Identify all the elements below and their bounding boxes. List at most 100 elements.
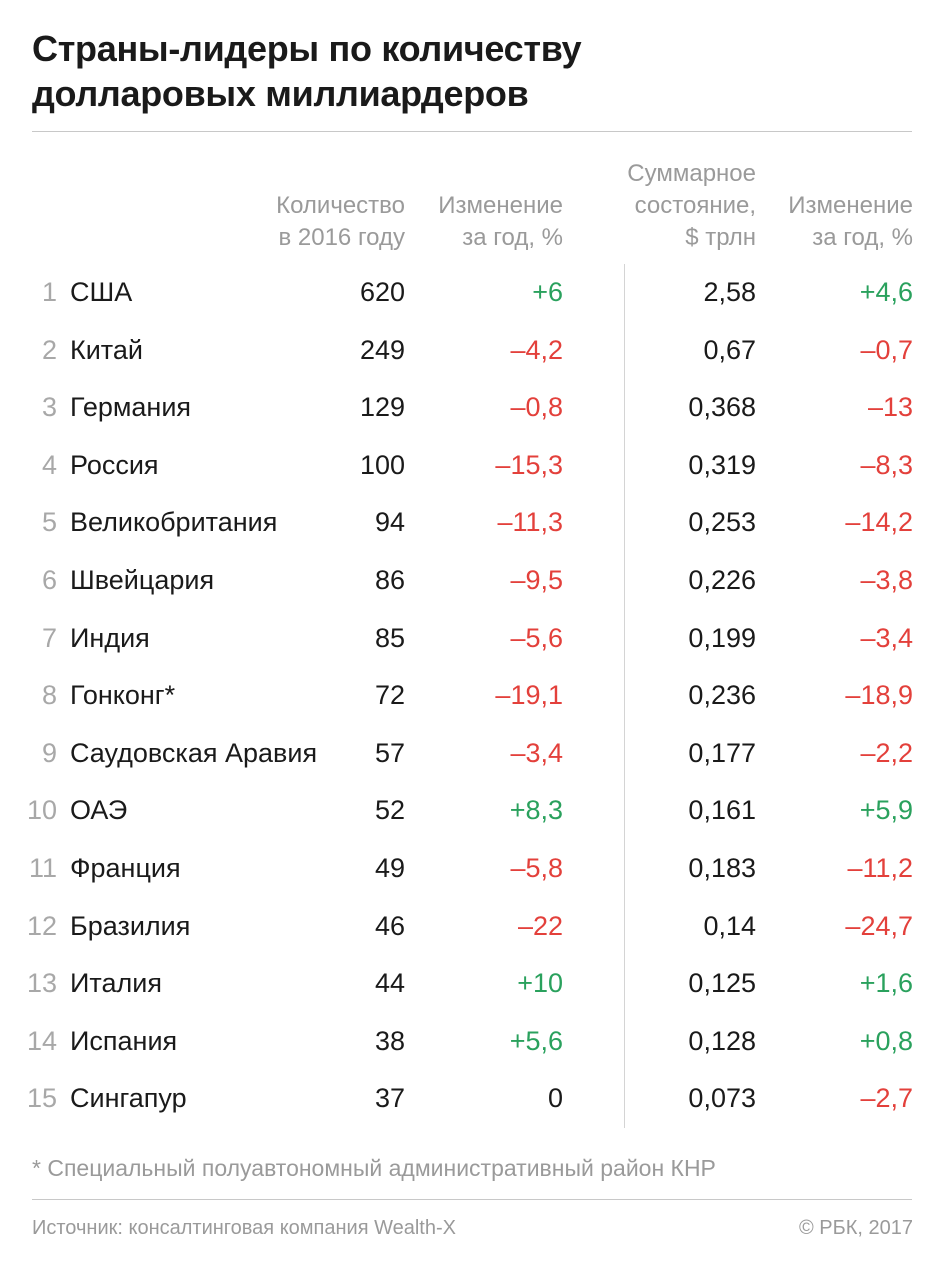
count-change-cell: 0 bbox=[547, 1083, 563, 1114]
table-row: 6 Швейцария 86 –9,5 0,226 –3,8 bbox=[0, 563, 945, 621]
wealth-change-cell: –2,7 bbox=[860, 1083, 913, 1114]
table-row: 7 Индия 85 –5,6 0,199 –3,4 bbox=[0, 621, 945, 679]
count-change-cell: –9,5 bbox=[510, 565, 563, 595]
count-change-cell: +10 bbox=[517, 968, 563, 999]
table-row: 3 Германия 129 –0,8 0,368 –13 bbox=[0, 390, 945, 448]
count-change-cell: –4,2 bbox=[510, 334, 563, 365]
country-cell: Сингапур bbox=[70, 1083, 187, 1114]
rank-cell: 10 bbox=[26, 795, 57, 826]
country-cell: Китай bbox=[70, 334, 143, 365]
header-count-change: Изменение за год, % bbox=[363, 190, 563, 254]
wealth-change-cell: –3,8 bbox=[860, 565, 913, 595]
header-wealth-line-1: Суммарное bbox=[627, 160, 756, 187]
rank-cell: 7 bbox=[41, 622, 57, 653]
count-cell: 620 bbox=[359, 277, 405, 307]
wealth-change-cell: –18,9 bbox=[845, 680, 913, 711]
wealth-change-cell: –24,7 bbox=[845, 910, 913, 941]
source-note: Источник: консалтинговая компания Wealth… bbox=[32, 1217, 456, 1239]
copyright: © РБК, 2017 bbox=[798, 1217, 913, 1239]
table-row: 12 Бразилия 46 –22 0,14 –24,7 bbox=[0, 909, 945, 967]
wealth-cell: 0,253 bbox=[688, 507, 756, 538]
wealth-change-cell: –11,2 bbox=[847, 853, 913, 883]
count-change-cell: +8,3 bbox=[509, 795, 563, 826]
country-cell: Германия bbox=[70, 392, 192, 423]
country-cell: ОАЭ bbox=[70, 795, 128, 826]
count-change-cell: –5,6 bbox=[510, 622, 563, 653]
wealth-cell: 2,58 bbox=[703, 277, 756, 307]
table-row: 2 Китай 249 –4,2 0,67 –0,7 bbox=[0, 333, 945, 391]
country-cell: Италия bbox=[70, 968, 162, 999]
header-count-line-1: Количество bbox=[276, 192, 405, 219]
rank-cell: 4 bbox=[41, 449, 57, 480]
wealth-change-cell: –0,7 bbox=[860, 334, 913, 365]
table-row: 14 Испания 38 +5,6 0,128 +0,8 bbox=[0, 1024, 945, 1082]
table-row: 13 Италия 44 +10 0,125 +1,6 bbox=[0, 966, 945, 1024]
wealth-change-cell: +4,6 bbox=[859, 277, 913, 307]
table-row: 15 Сингапур 37 0 0,073 –2,7 bbox=[0, 1081, 945, 1139]
count-cell: 38 bbox=[374, 1025, 405, 1056]
rank-cell: 3 bbox=[41, 392, 57, 423]
rank-cell: 15 bbox=[26, 1083, 57, 1114]
wealth-change-cell: +5,9 bbox=[859, 795, 913, 826]
rank-cell: 12 bbox=[26, 910, 57, 941]
count-cell: 86 bbox=[374, 565, 405, 595]
count-cell: 57 bbox=[374, 737, 405, 768]
chart-title: Страны-лидеры по количеству долларовых м… bbox=[32, 26, 912, 116]
rank-cell: 14 bbox=[26, 1025, 57, 1056]
wealth-cell: 0,368 bbox=[688, 392, 756, 423]
header-wealth: Суммарное состояние, $ трлн bbox=[536, 158, 756, 254]
wealth-cell: 0,14 bbox=[703, 910, 756, 941]
rank-cell: 9 bbox=[41, 737, 57, 768]
footnote: * Специальный полуавтономный администрат… bbox=[32, 1155, 716, 1181]
count-cell: 249 bbox=[359, 334, 405, 365]
count-change-cell: –15,3 bbox=[495, 449, 563, 480]
table-row: 8 Гонконг* 72 –19,1 0,236 –18,9 bbox=[0, 678, 945, 736]
count-change-cell: –11,3 bbox=[497, 507, 563, 538]
wealth-cell: 0,128 bbox=[688, 1025, 756, 1056]
count-change-cell: +5,6 bbox=[509, 1025, 563, 1056]
wealth-change-cell: –14,2 bbox=[845, 507, 913, 538]
column-separator bbox=[624, 264, 625, 1128]
wealth-cell: 0,319 bbox=[688, 449, 756, 480]
count-cell: 37 bbox=[374, 1083, 405, 1114]
count-change-cell: –0,8 bbox=[510, 392, 563, 423]
wealth-change-cell: +0,8 bbox=[859, 1025, 913, 1056]
count-change-cell: –19,1 bbox=[495, 680, 563, 711]
wealth-cell: 0,073 bbox=[688, 1083, 756, 1114]
table-row: 1 США 620 +6 2,58 +4,6 bbox=[0, 275, 945, 333]
header-count: Количество в 2016 году bbox=[205, 190, 405, 254]
wealth-change-cell: –8,3 bbox=[860, 449, 913, 480]
table-row: 5 Великобритания 94 –11,3 0,253 –14,2 bbox=[0, 505, 945, 563]
header-wealth-change-line-1: Изменение bbox=[788, 192, 913, 219]
table-row: 10 ОАЭ 52 +8,3 0,161 +5,9 bbox=[0, 793, 945, 851]
rank-cell: 2 bbox=[41, 334, 57, 365]
rank-cell: 6 bbox=[41, 565, 57, 595]
rank-cell: 8 bbox=[41, 680, 57, 711]
rank-cell: 11 bbox=[28, 853, 57, 883]
rank-cell: 5 bbox=[41, 507, 57, 538]
wealth-change-cell: –3,4 bbox=[860, 622, 913, 653]
table-row: 9 Саудовская Аравия 57 –3,4 0,177 –2,2 bbox=[0, 736, 945, 794]
bottom-divider bbox=[32, 1199, 912, 1200]
wealth-cell: 0,125 bbox=[688, 968, 756, 999]
wealth-cell: 0,226 bbox=[688, 565, 756, 595]
count-change-cell: –5,8 bbox=[510, 853, 563, 883]
country-cell: Испания bbox=[70, 1025, 178, 1056]
wealth-cell: 0,67 bbox=[703, 334, 756, 365]
count-cell: 100 bbox=[359, 449, 405, 480]
table-row: 11 Франция 49 –5,8 0,183 –11,2 bbox=[0, 851, 945, 909]
wealth-cell: 0,161 bbox=[688, 795, 756, 826]
country-cell: Бразилия bbox=[70, 910, 191, 941]
wealth-cell: 0,177 bbox=[688, 737, 756, 768]
table-row: 4 Россия 100 –15,3 0,319 –8,3 bbox=[0, 448, 945, 506]
country-cell: Великобритания bbox=[70, 507, 278, 538]
country-cell: Индия bbox=[70, 622, 150, 653]
count-cell: 44 bbox=[374, 968, 405, 999]
header-wealth-line-3: $ трлн bbox=[685, 224, 756, 251]
count-cell: 49 bbox=[374, 853, 405, 883]
wealth-change-cell: –2,2 bbox=[860, 737, 913, 768]
rank-cell: 1 bbox=[41, 277, 57, 307]
count-cell: 46 bbox=[374, 910, 405, 941]
count-change-cell: +6 bbox=[532, 277, 563, 307]
wealth-cell: 0,199 bbox=[688, 622, 756, 653]
